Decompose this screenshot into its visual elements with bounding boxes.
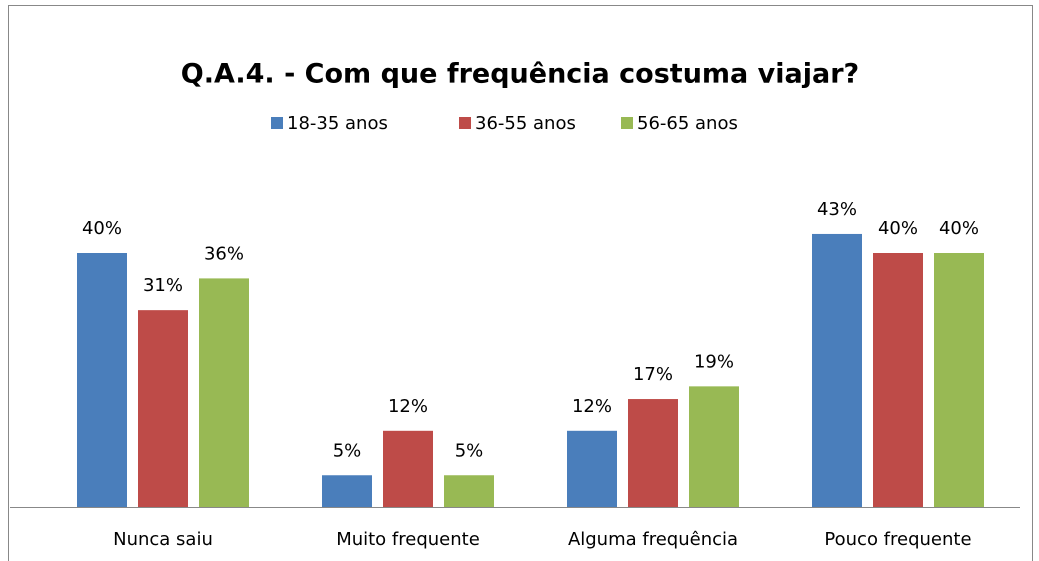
legend-swatch bbox=[459, 117, 471, 129]
data-label: 12% bbox=[388, 396, 428, 417]
x-tick-label: Pouco frequente bbox=[824, 529, 971, 550]
legend-label: 56-65 anos bbox=[637, 113, 738, 134]
bar bbox=[77, 253, 127, 507]
bar bbox=[444, 475, 494, 507]
x-tick-label: Nunca saiu bbox=[113, 529, 213, 550]
bar bbox=[567, 430, 617, 507]
bar bbox=[199, 278, 249, 507]
data-label: 43% bbox=[817, 199, 857, 220]
bar bbox=[934, 253, 984, 507]
x-tick-label: Alguma frequência bbox=[568, 529, 738, 550]
bar bbox=[628, 399, 678, 507]
bar bbox=[873, 253, 923, 507]
data-label: 19% bbox=[694, 351, 734, 372]
bar bbox=[383, 430, 433, 507]
data-label: 40% bbox=[939, 218, 979, 239]
bar bbox=[138, 310, 188, 507]
data-label: 5% bbox=[333, 440, 362, 461]
x-tick-label: Muito frequente bbox=[336, 529, 480, 550]
data-label: 40% bbox=[82, 218, 122, 239]
data-label: 17% bbox=[633, 364, 673, 385]
chart-title: Q.A.4. - Com que frequência costuma viaj… bbox=[181, 59, 859, 90]
data-label: 5% bbox=[455, 440, 484, 461]
bar bbox=[689, 386, 739, 507]
data-label: 36% bbox=[204, 243, 244, 264]
data-label: 12% bbox=[572, 396, 612, 417]
legend-label: 36-55 anos bbox=[475, 113, 576, 134]
legend-swatch bbox=[271, 117, 283, 129]
legend-label: 18-35 anos bbox=[287, 113, 388, 134]
data-label: 31% bbox=[143, 275, 183, 296]
bar bbox=[812, 233, 862, 507]
legend-swatch bbox=[621, 117, 633, 129]
data-label: 40% bbox=[878, 218, 918, 239]
bar bbox=[322, 475, 372, 507]
